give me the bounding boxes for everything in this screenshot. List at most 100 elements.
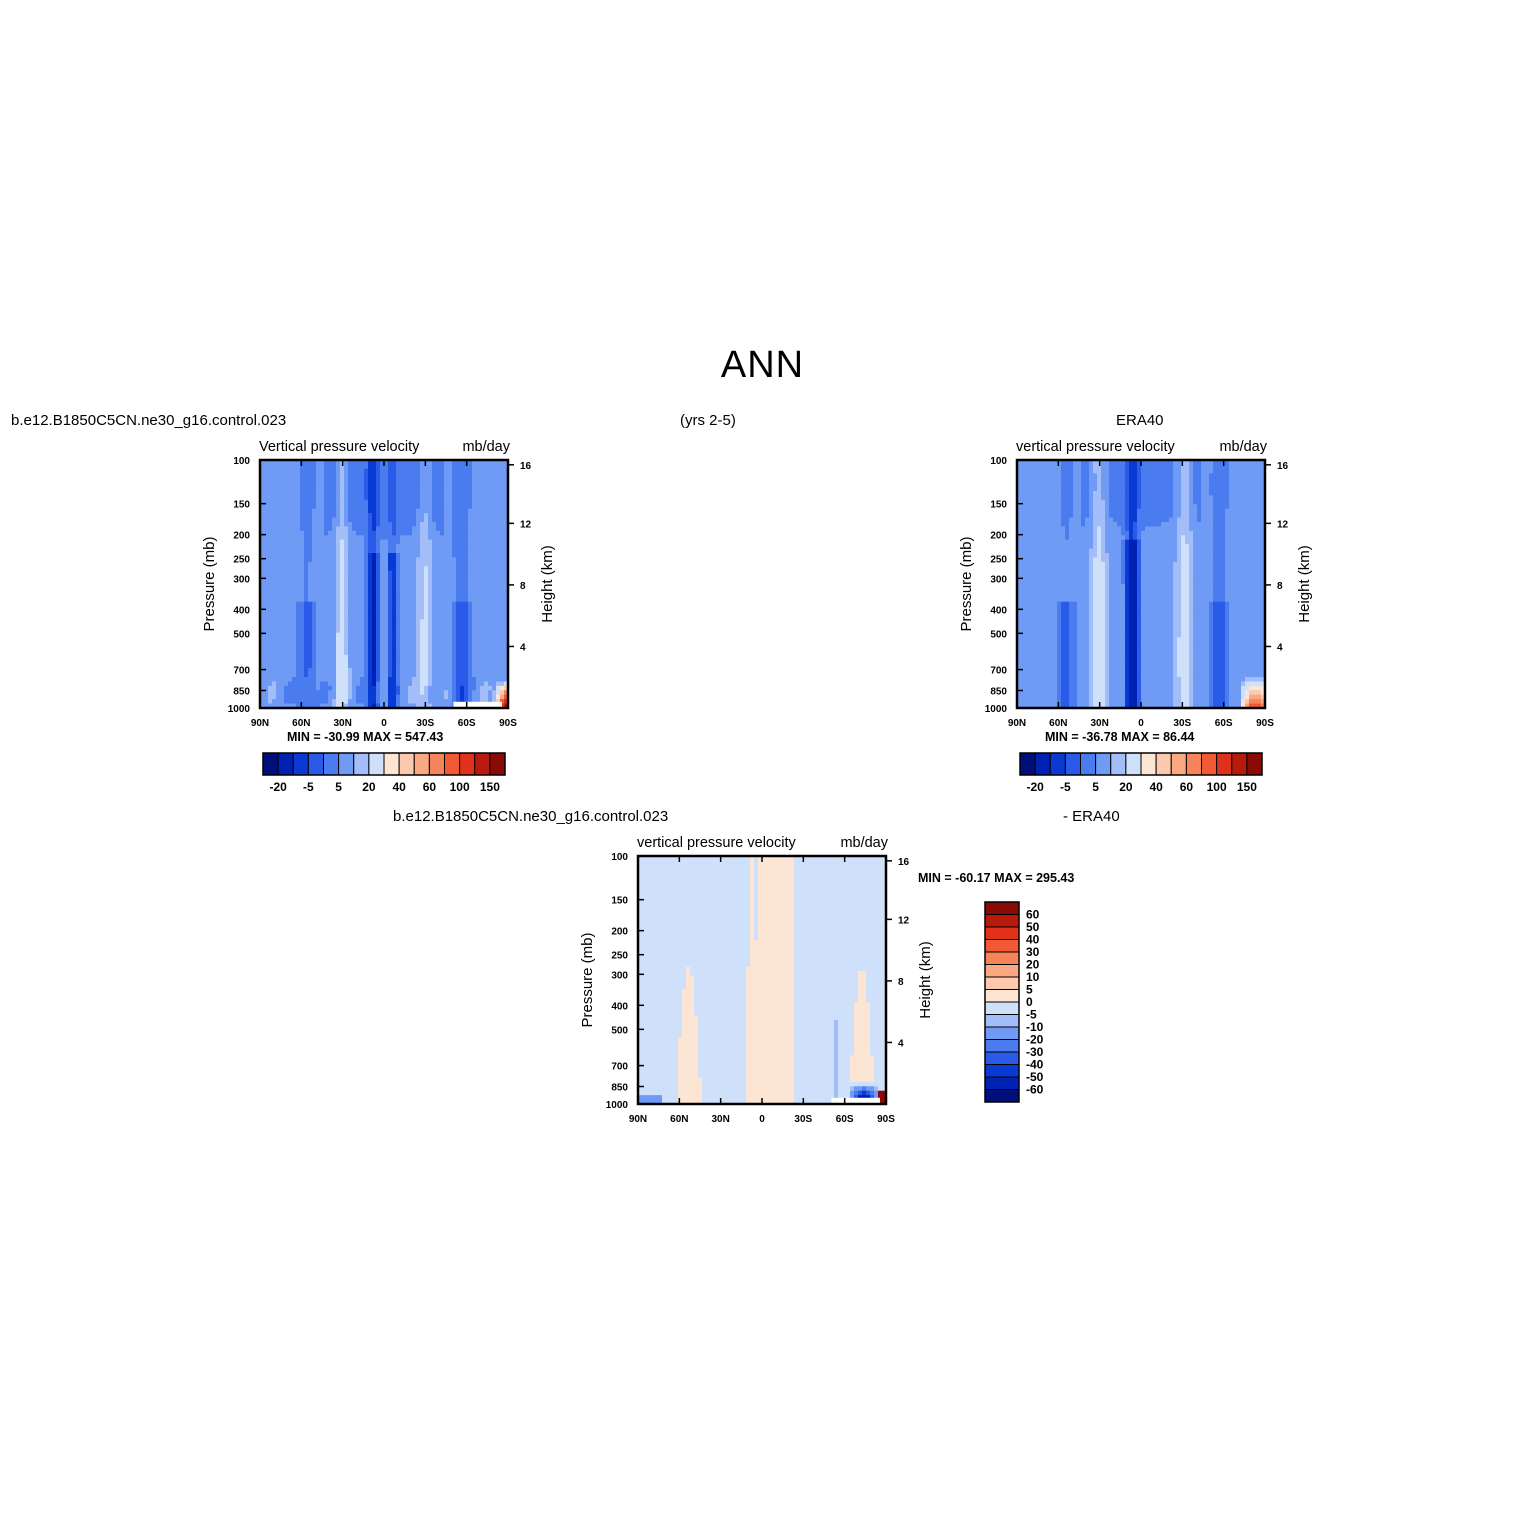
field-cell <box>476 495 481 501</box>
field-cell <box>468 592 473 598</box>
field-cell <box>1025 495 1030 501</box>
field-cell <box>1109 517 1114 523</box>
field-cell <box>1077 513 1082 519</box>
field-cell <box>376 517 381 523</box>
field-cell <box>428 486 433 492</box>
field-cell <box>292 703 297 709</box>
field-cell <box>312 668 317 674</box>
field-cell <box>436 513 441 519</box>
field-cell <box>1217 491 1222 497</box>
field-cell <box>452 677 457 683</box>
field-cell <box>1217 460 1222 466</box>
y-tick-label: 250 <box>233 555 250 566</box>
field-cell <box>452 535 457 541</box>
field-cell <box>312 632 317 638</box>
field-cell <box>1025 548 1030 554</box>
field-cell <box>268 460 273 466</box>
field-cell <box>468 499 473 505</box>
field-cell <box>408 685 413 691</box>
field-cell <box>288 646 293 652</box>
field-cell <box>312 606 317 612</box>
field-cell <box>480 561 485 567</box>
field-cell <box>488 677 493 683</box>
field-cell <box>380 491 385 497</box>
field-cell <box>320 619 325 625</box>
field-cell <box>364 561 369 567</box>
field-cell <box>484 615 489 621</box>
field-cell <box>1157 504 1162 510</box>
field-cell <box>336 601 341 607</box>
field-cell <box>340 699 345 705</box>
field-cell <box>368 663 373 669</box>
field-cell <box>1125 486 1130 492</box>
field-cell <box>340 623 345 629</box>
field-cell <box>312 641 317 647</box>
field-cell <box>348 677 353 683</box>
field-cell <box>380 654 385 660</box>
field-cell <box>364 654 369 660</box>
field-cell <box>1109 553 1114 559</box>
field-cell <box>1033 464 1038 470</box>
field-cell <box>488 517 493 523</box>
field-cell <box>1245 535 1250 541</box>
field-cell <box>276 486 281 492</box>
field-cell <box>1017 477 1022 483</box>
field-cell <box>1081 495 1086 501</box>
field-cell <box>328 588 333 594</box>
field-cell <box>1233 530 1238 536</box>
field-cell <box>460 566 465 572</box>
field-cell <box>296 491 301 497</box>
field-cell <box>444 473 449 479</box>
field-cell <box>364 681 369 687</box>
field-cell <box>1201 530 1206 536</box>
field-cell <box>452 672 457 678</box>
field-cell <box>396 650 401 656</box>
field-cell <box>384 526 389 532</box>
field-cell <box>1213 539 1218 545</box>
field-cell <box>392 464 397 470</box>
field-cell <box>460 690 465 696</box>
field-cell <box>464 530 469 536</box>
field-cell <box>1041 553 1046 559</box>
field-cell <box>352 570 357 576</box>
field-cell <box>428 495 433 501</box>
field-cell <box>396 539 401 545</box>
field-cell <box>380 677 385 683</box>
field-cell <box>384 522 389 528</box>
field-cell <box>268 597 273 603</box>
field-cell <box>444 499 449 505</box>
field-cell <box>468 486 473 492</box>
field-cell <box>1229 526 1234 532</box>
field-cell <box>316 699 321 705</box>
field-cell <box>380 650 385 656</box>
field-cell <box>1217 477 1222 483</box>
field-cell <box>1065 553 1070 559</box>
field-cell <box>328 703 333 709</box>
field-cell <box>1237 499 1242 505</box>
field-cell <box>348 703 353 709</box>
field-cell <box>260 561 265 567</box>
field-cell <box>444 632 449 638</box>
field-cell <box>352 681 357 687</box>
field-cell <box>360 677 365 683</box>
field-cell <box>1185 517 1190 523</box>
field-cell <box>492 623 497 629</box>
field-cell <box>460 619 465 625</box>
field-cell <box>400 539 405 545</box>
field-cell <box>500 557 505 563</box>
field-cell <box>408 597 413 603</box>
field-cell <box>412 482 417 488</box>
field-cell <box>336 694 341 700</box>
field-cell <box>364 703 369 709</box>
field-cell <box>348 681 353 687</box>
field-cell <box>1221 486 1226 492</box>
field-cell <box>340 619 345 625</box>
field-cell <box>440 668 445 674</box>
field-cell <box>268 473 273 479</box>
field-cell <box>404 477 409 483</box>
field-cell <box>324 597 329 603</box>
field-cell <box>1129 468 1134 474</box>
field-cell <box>1261 499 1266 505</box>
field-cell <box>412 486 417 492</box>
field-cell <box>284 690 289 696</box>
